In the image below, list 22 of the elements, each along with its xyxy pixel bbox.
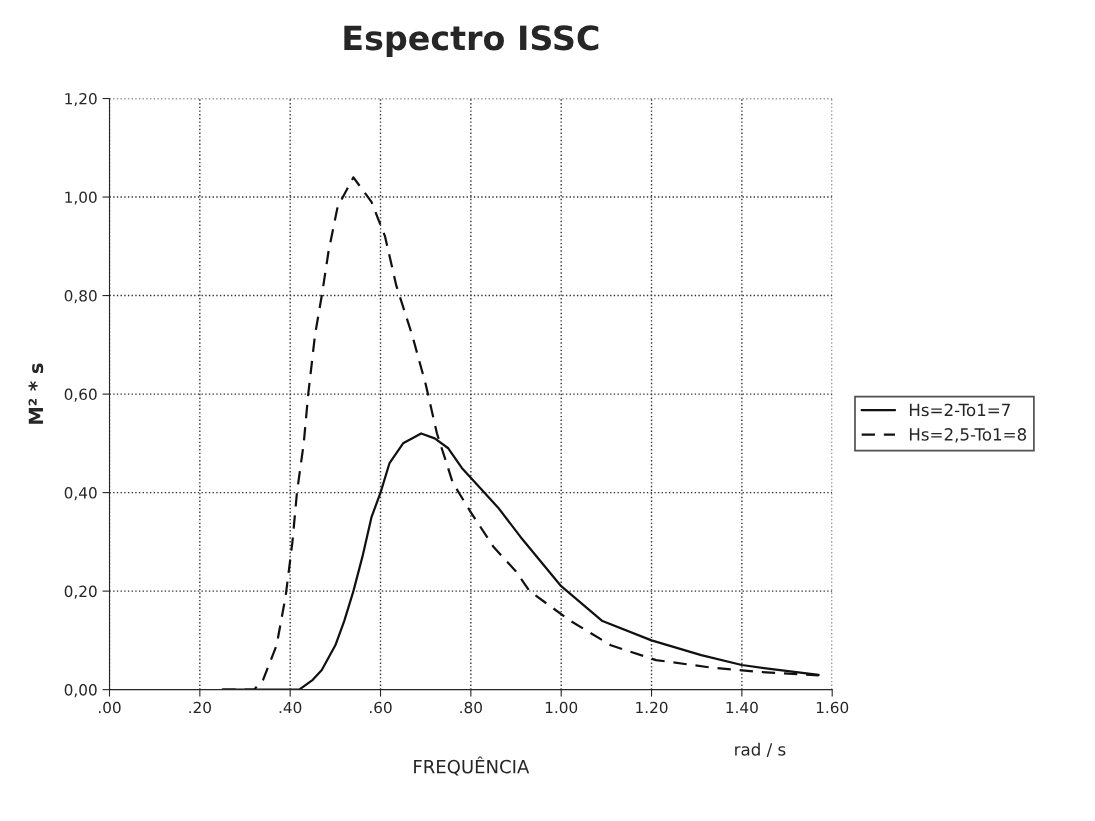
legend-label: Hs=2,5-To1=8 bbox=[909, 428, 1027, 443]
x-tick-label: .80 bbox=[460, 701, 482, 714]
y-tick-label: 1,20 bbox=[65, 92, 97, 107]
x-tick-label: 1.40 bbox=[726, 701, 758, 714]
legend-label: Hs=2-To1=7 bbox=[909, 403, 1010, 417]
y-tick-label: 0,40 bbox=[64, 487, 97, 501]
x-axis-title: FREQUÊNCIA bbox=[414, 756, 530, 776]
chart-title: Espectro ISSC bbox=[344, 25, 599, 57]
x-tick-label: .20 bbox=[189, 701, 211, 714]
y-tick-label: 0,00 bbox=[64, 684, 97, 698]
y-tick-label: 0,60 bbox=[64, 388, 97, 402]
x-tick-label: 1.00 bbox=[545, 701, 578, 714]
y-tick-label: 0,20 bbox=[64, 585, 97, 599]
y-tick-label: 0,80 bbox=[64, 290, 97, 304]
x-tick-label: 1.60 bbox=[816, 701, 849, 714]
x-tick-label: .40 bbox=[279, 701, 302, 714]
x-tick-label: .60 bbox=[370, 701, 392, 714]
x-tick-label: .00 bbox=[98, 701, 121, 714]
text: rad / s bbox=[735, 742, 786, 758]
x-tick-label: 1.20 bbox=[636, 701, 668, 714]
y-axis-title: M² * s bbox=[28, 363, 44, 424]
y-tick-label: 1,00 bbox=[65, 191, 97, 205]
